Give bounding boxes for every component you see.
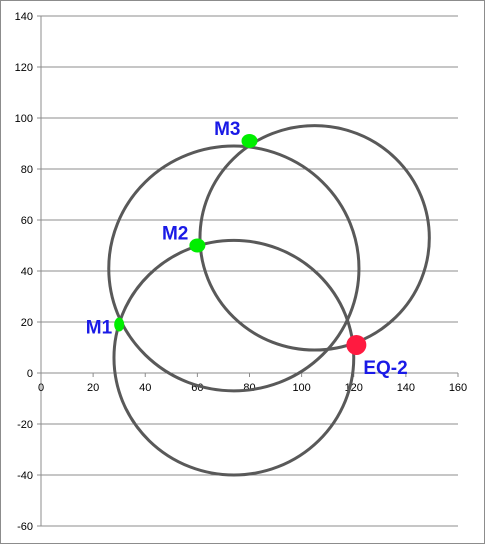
y-tick-label: -20 bbox=[17, 419, 33, 431]
x-tick-label: 160 bbox=[449, 382, 467, 394]
circle-m2 bbox=[107, 144, 361, 393]
x-tick-labels: 0 20 40 60 80 100 120 140 160 bbox=[38, 382, 467, 394]
point-m1 bbox=[114, 317, 125, 332]
y-tick-label: 40 bbox=[21, 266, 33, 278]
y-tick-label: 20 bbox=[21, 317, 33, 329]
point-labels: M1 M2 M3 EQ-2 bbox=[86, 119, 408, 379]
point-eq-2 bbox=[346, 334, 367, 355]
point-m3 bbox=[241, 133, 258, 148]
point-label-m3: M3 bbox=[214, 119, 240, 140]
x-tick-label: 40 bbox=[139, 382, 151, 394]
point-m2 bbox=[189, 238, 206, 253]
circle-m1 bbox=[112, 238, 356, 477]
point-label-m2: M2 bbox=[162, 224, 188, 245]
points bbox=[114, 133, 367, 355]
y-tick-label: 60 bbox=[21, 215, 33, 227]
x-tick-label: 140 bbox=[397, 382, 415, 394]
y-tick-label: 0 bbox=[27, 368, 33, 380]
x-tick-label: 100 bbox=[292, 382, 310, 394]
grid-lines bbox=[41, 15, 458, 527]
x-tick-label: 0 bbox=[38, 382, 44, 394]
y-tick-label: -40 bbox=[17, 470, 33, 482]
y-tick-labels: -60 -40 -20 0 20 40 60 80 100 120 140 bbox=[15, 11, 33, 533]
y-tick-label: -60 bbox=[17, 521, 33, 533]
circle-m3 bbox=[198, 124, 431, 352]
axes bbox=[37, 15, 459, 527]
y-tick-label: 140 bbox=[15, 11, 33, 23]
y-tick-label: 120 bbox=[15, 62, 33, 74]
y-tick-label: 100 bbox=[15, 113, 33, 125]
point-label-eq-2: EQ-2 bbox=[363, 358, 407, 379]
circles bbox=[107, 124, 431, 477]
y-tick-label: 80 bbox=[21, 164, 33, 176]
x-tick-label: 20 bbox=[87, 382, 99, 394]
point-label-m1: M1 bbox=[86, 318, 113, 339]
